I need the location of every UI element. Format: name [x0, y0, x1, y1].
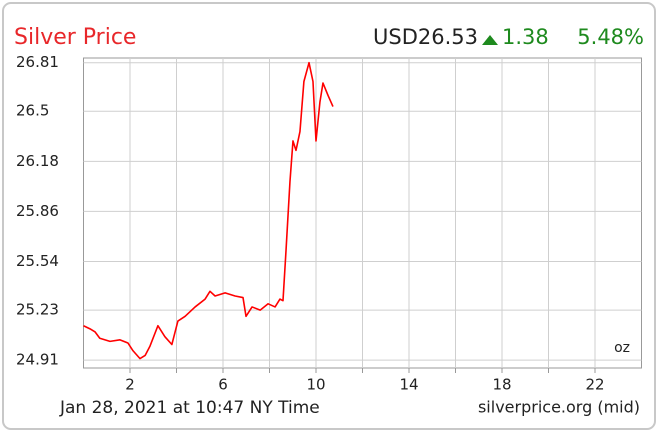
source: silverprice.org (mid) [478, 398, 640, 417]
x-tick-label: 6 [218, 376, 228, 394]
y-tick-label: 25.23 [16, 301, 59, 319]
x-tick-label: 18 [492, 376, 511, 394]
y-tick-label: 25.54 [16, 252, 59, 270]
y-tick-label: 26.81 [16, 53, 59, 71]
price: USD26.53 [373, 25, 478, 49]
chart-title: Silver Price [14, 25, 136, 50]
change-percent: 5.48% [577, 25, 644, 49]
up-arrow [482, 35, 498, 45]
x-tick-label: 14 [399, 376, 418, 394]
x-tick-label: 2 [125, 376, 135, 394]
price-line [83, 61, 334, 360]
y-tick-label: 25.86 [16, 202, 59, 220]
y-tick-label: 26.5 [16, 102, 49, 120]
y-tick-label: 24.91 [16, 351, 59, 369]
timestamp: Jan 28, 2021 at 10:47 NY Time [59, 398, 320, 418]
unit: oz [614, 340, 630, 356]
change: 1.38 [502, 25, 549, 49]
y-tick-label: 26.18 [16, 152, 59, 170]
x-tick-label: 10 [306, 376, 325, 394]
x-tick-label: 22 [585, 376, 604, 394]
